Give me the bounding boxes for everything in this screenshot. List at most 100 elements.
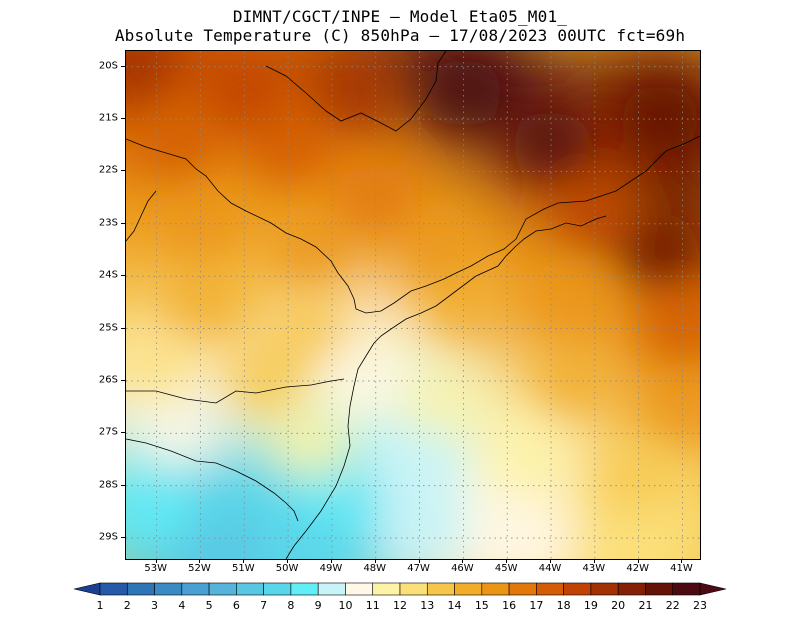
latitude-label: 23S xyxy=(98,217,118,229)
longitude-tick xyxy=(593,559,595,563)
colorbar-label: 17 xyxy=(529,599,543,612)
longitude-tick xyxy=(155,559,157,563)
coastline xyxy=(285,215,607,559)
colorbar-segment xyxy=(508,582,537,596)
temperature-region-core xyxy=(182,519,263,559)
latitude-label: 24S xyxy=(98,269,118,281)
colorbar-segment xyxy=(536,582,564,596)
longitude-tick xyxy=(418,559,420,563)
longitude-tick xyxy=(287,559,289,563)
state-border-north xyxy=(126,138,517,314)
latitude-tick xyxy=(121,275,125,277)
temperature-region-core xyxy=(204,58,285,127)
latitude-label: 26S xyxy=(98,374,118,386)
latitude-tick xyxy=(121,222,125,224)
temperature-map xyxy=(125,50,701,560)
colorbar-label: 4 xyxy=(178,599,185,612)
longitude-tick xyxy=(550,559,552,563)
longitude-tick xyxy=(506,559,508,563)
colorbar-segment xyxy=(126,582,155,596)
longitude-tick xyxy=(199,559,201,563)
temperature-region-core xyxy=(620,216,700,285)
temperature-region-core xyxy=(401,216,482,285)
colorbar-segment xyxy=(263,582,292,596)
longitude-label: 51W xyxy=(231,563,255,574)
latitude-tick xyxy=(121,432,125,434)
latitude-tick xyxy=(121,65,125,67)
colorbar-label: 14 xyxy=(448,599,462,612)
latitude-label: 29S xyxy=(98,531,118,543)
longitude-label: 47W xyxy=(407,563,430,574)
colorbar-label: 13 xyxy=(420,599,434,612)
latitude-tick xyxy=(121,379,125,381)
longitude-tick xyxy=(374,559,376,563)
colorbar-max-arrow xyxy=(699,582,727,596)
colorbar-segment xyxy=(345,582,374,596)
latitude-tick xyxy=(121,170,125,172)
temperature-region-core xyxy=(270,216,351,285)
state-border-west xyxy=(126,190,157,242)
colorbar-segment xyxy=(426,582,455,596)
temperature-region-core xyxy=(326,346,407,415)
longitude-tick xyxy=(243,559,245,563)
colorbar-label: 12 xyxy=(393,599,407,612)
temperature-region-core xyxy=(126,336,197,405)
colorbar-label: 11 xyxy=(366,599,380,612)
colorbar-segment xyxy=(617,582,646,596)
temperature-region-core xyxy=(423,58,504,127)
latitude-label: 21S xyxy=(98,112,118,124)
longitude-label: 43W xyxy=(582,563,606,574)
map-canvas xyxy=(126,51,700,559)
colorbar-segment xyxy=(672,582,701,596)
longitude-label: 53W xyxy=(144,563,167,574)
colorbar-segment xyxy=(181,582,210,596)
colorbar-label: 15 xyxy=(475,599,489,612)
longitude-tick xyxy=(637,559,639,563)
temperature-region-core xyxy=(532,268,613,337)
latitude-tick xyxy=(121,537,125,539)
temperature-region-core xyxy=(401,373,482,442)
temperature-region-core xyxy=(160,189,241,258)
colorbar-label: 3 xyxy=(151,599,158,612)
temperature-region-core xyxy=(126,477,197,546)
latitude-label: 25S xyxy=(98,322,118,334)
temperature-region-core xyxy=(270,409,351,478)
temperature-region-core xyxy=(126,51,175,101)
latitude-label: 27S xyxy=(98,426,118,438)
graticule xyxy=(126,51,700,559)
longitude-label: 41W xyxy=(670,563,693,574)
latitude-tick xyxy=(121,118,125,120)
temperature-region-core xyxy=(379,493,460,559)
longitude-label: 44W xyxy=(538,563,562,574)
state-border-sc-rs xyxy=(126,438,299,522)
latitude-tick xyxy=(121,327,125,329)
temperature-region-core xyxy=(226,346,307,415)
temperature-region-core xyxy=(313,58,394,127)
longitude-label: 52W xyxy=(188,563,211,574)
colorbar-label: 9 xyxy=(315,599,322,612)
colorbar-min-arrow xyxy=(73,582,101,596)
temperature-region-core xyxy=(489,504,570,559)
temperature-region-core xyxy=(270,294,351,363)
color-scale-bar: 1 2 3 4 5 6 7 8 9 10 11 12 13 14 15 16 17 18 19 20 21 22 23 xyxy=(73,582,727,612)
longitude-tick xyxy=(330,559,332,563)
latitude-label: 20S xyxy=(98,60,118,72)
longitude-label: 45W xyxy=(494,563,518,574)
colorbar-label: 21 xyxy=(638,599,652,612)
longitude-label: 50W xyxy=(275,563,299,574)
colorbar-label: 5 xyxy=(206,599,213,612)
colorbar-label: 18 xyxy=(557,599,571,612)
colorbar-segment xyxy=(399,582,428,596)
temperature-region-core xyxy=(335,163,416,232)
state-border-mg-rj xyxy=(515,135,700,240)
latitude-label: 22S xyxy=(98,164,118,176)
colorbar-label: 10 xyxy=(338,599,352,612)
colorbar-label: 2 xyxy=(124,599,131,612)
longitude-label: 48W xyxy=(363,563,387,574)
colorbar-label: 6 xyxy=(233,599,240,612)
colorbar-label: 22 xyxy=(666,599,680,612)
latitude-tick xyxy=(121,484,125,486)
colorbar-segment xyxy=(372,582,401,596)
colorbar-segment xyxy=(481,582,510,596)
colorbar-label: 7 xyxy=(260,599,267,612)
